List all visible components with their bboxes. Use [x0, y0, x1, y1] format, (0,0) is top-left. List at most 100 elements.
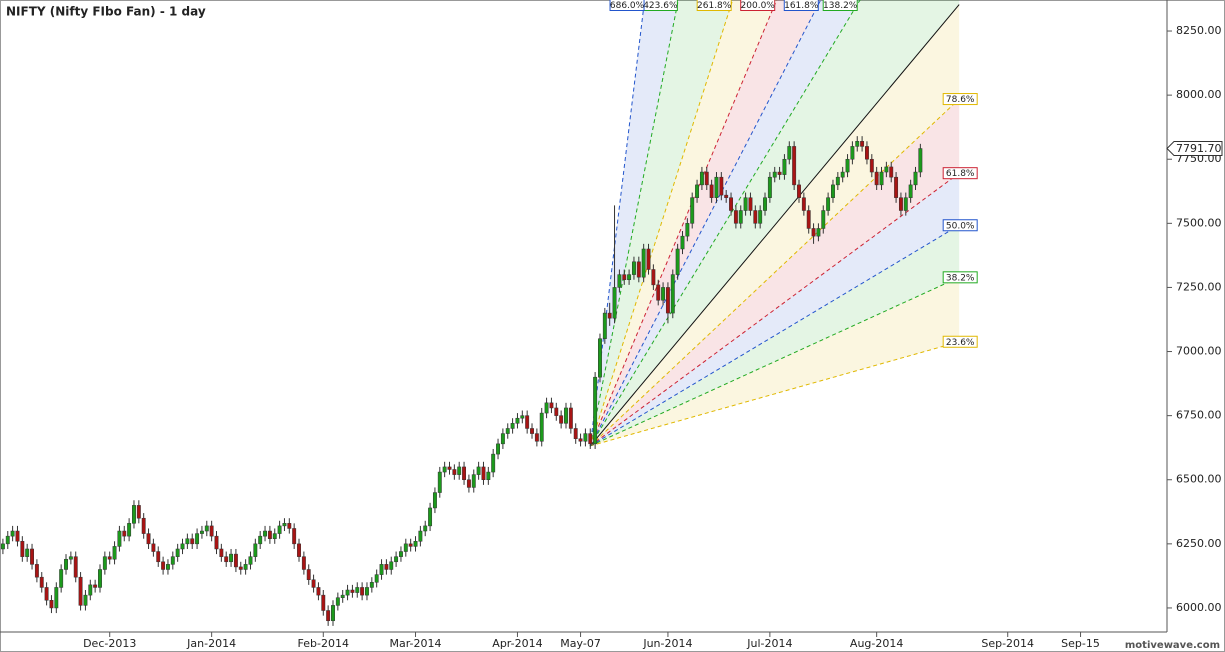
candle-body — [806, 210, 811, 229]
candle-body — [331, 605, 335, 622]
candle-body — [544, 402, 549, 414]
candle-body — [476, 466, 481, 475]
candle-body — [554, 407, 559, 416]
candle-body — [588, 433, 593, 445]
candle-body — [369, 582, 374, 588]
candle-body — [374, 574, 379, 583]
candle-body — [253, 543, 258, 557]
candle-body — [88, 584, 93, 596]
candle-body — [826, 197, 831, 211]
candle-body — [738, 210, 743, 224]
candle-body — [418, 530, 423, 542]
fan-level-label: 161.8% — [784, 1, 819, 11]
candle-body — [423, 525, 428, 532]
candle-body — [646, 248, 651, 270]
x-tick-label: Sep-2014 — [981, 637, 1034, 650]
candle-body — [792, 146, 797, 186]
candle-body — [617, 274, 622, 288]
candle-body — [180, 543, 185, 550]
fan-level-box — [942, 335, 978, 348]
candle-body — [112, 546, 117, 560]
candle-body — [98, 569, 102, 588]
candle-body — [437, 471, 442, 493]
candle-body — [491, 453, 496, 473]
candle-body — [170, 556, 175, 565]
fan-band — [590, 0, 960, 446]
candle-body — [117, 530, 122, 547]
candle-body — [831, 184, 835, 198]
candle-body — [607, 312, 612, 319]
candle-body — [78, 576, 83, 606]
fan-line — [590, 224, 960, 447]
y-tick-label: 8250.00 — [1176, 24, 1222, 37]
x-tick-label: Aug-2014 — [850, 637, 903, 650]
candle-body — [185, 538, 190, 545]
candle-body — [816, 228, 821, 237]
fan-level-label: 78.6% — [946, 95, 975, 105]
candle-body — [719, 176, 724, 196]
candle-body — [602, 312, 607, 339]
candle-body — [665, 287, 670, 314]
fan-level-label: 261.8% — [697, 1, 732, 11]
fan-band — [590, 0, 861, 446]
candle-body — [238, 566, 243, 570]
candle-body — [413, 541, 418, 547]
candle-body — [432, 492, 437, 509]
candle-body — [855, 141, 860, 147]
candle-body — [442, 466, 447, 473]
x-tick-label: Jun-2014 — [642, 637, 692, 650]
candle-body — [365, 587, 369, 596]
candle-body — [908, 184, 913, 198]
x-tick-label: Mar-2014 — [390, 637, 442, 650]
candles — [0, 136, 923, 626]
candle-body — [481, 466, 486, 480]
candle-body — [5, 535, 10, 545]
fan-line — [590, 276, 960, 447]
fan-level-box — [942, 93, 978, 106]
candle-body — [753, 210, 758, 224]
fan-line — [589, 0, 679, 446]
candle-body — [306, 569, 311, 580]
candle-body — [263, 530, 267, 537]
candle-body — [559, 415, 564, 424]
candle-body — [714, 176, 719, 198]
candle-body — [797, 184, 801, 198]
candle-body — [20, 541, 25, 557]
candle-body — [680, 235, 685, 250]
candle-body — [219, 548, 224, 557]
candle-body — [267, 530, 272, 539]
fan-level-box — [942, 271, 978, 284]
candle-body — [127, 523, 132, 537]
candle-body — [767, 176, 772, 198]
candle-body — [93, 584, 98, 588]
candle-body — [146, 533, 151, 545]
candle-body — [898, 197, 903, 211]
last-price-label: 7791.70 — [1176, 142, 1222, 155]
candle-body — [894, 176, 899, 198]
candle-body — [466, 479, 471, 488]
candle-body — [568, 407, 573, 429]
candle-body — [884, 166, 889, 173]
candle-body — [389, 561, 394, 570]
candle-body — [156, 551, 161, 563]
candle-body — [49, 600, 54, 609]
candle-body — [486, 471, 491, 480]
x-tick-label: Sep-15 — [1061, 637, 1100, 650]
fan-level-label: 686.0% — [610, 1, 645, 11]
candle-body — [335, 597, 340, 606]
candle-body — [408, 543, 413, 547]
candle-body — [758, 210, 763, 224]
candle-body — [724, 194, 729, 198]
candle-body — [190, 538, 195, 545]
y-tick-label: 8000.00 — [1176, 88, 1222, 101]
candle-body — [801, 197, 806, 211]
candle-body — [204, 525, 209, 532]
candle-body — [122, 530, 127, 537]
y-tick-label: 7250.00 — [1176, 280, 1222, 293]
candle-body — [175, 548, 180, 557]
candle-body — [500, 433, 505, 445]
fib-fan — [589, 0, 960, 447]
candle-body — [166, 564, 170, 570]
candle-body — [583, 433, 588, 442]
